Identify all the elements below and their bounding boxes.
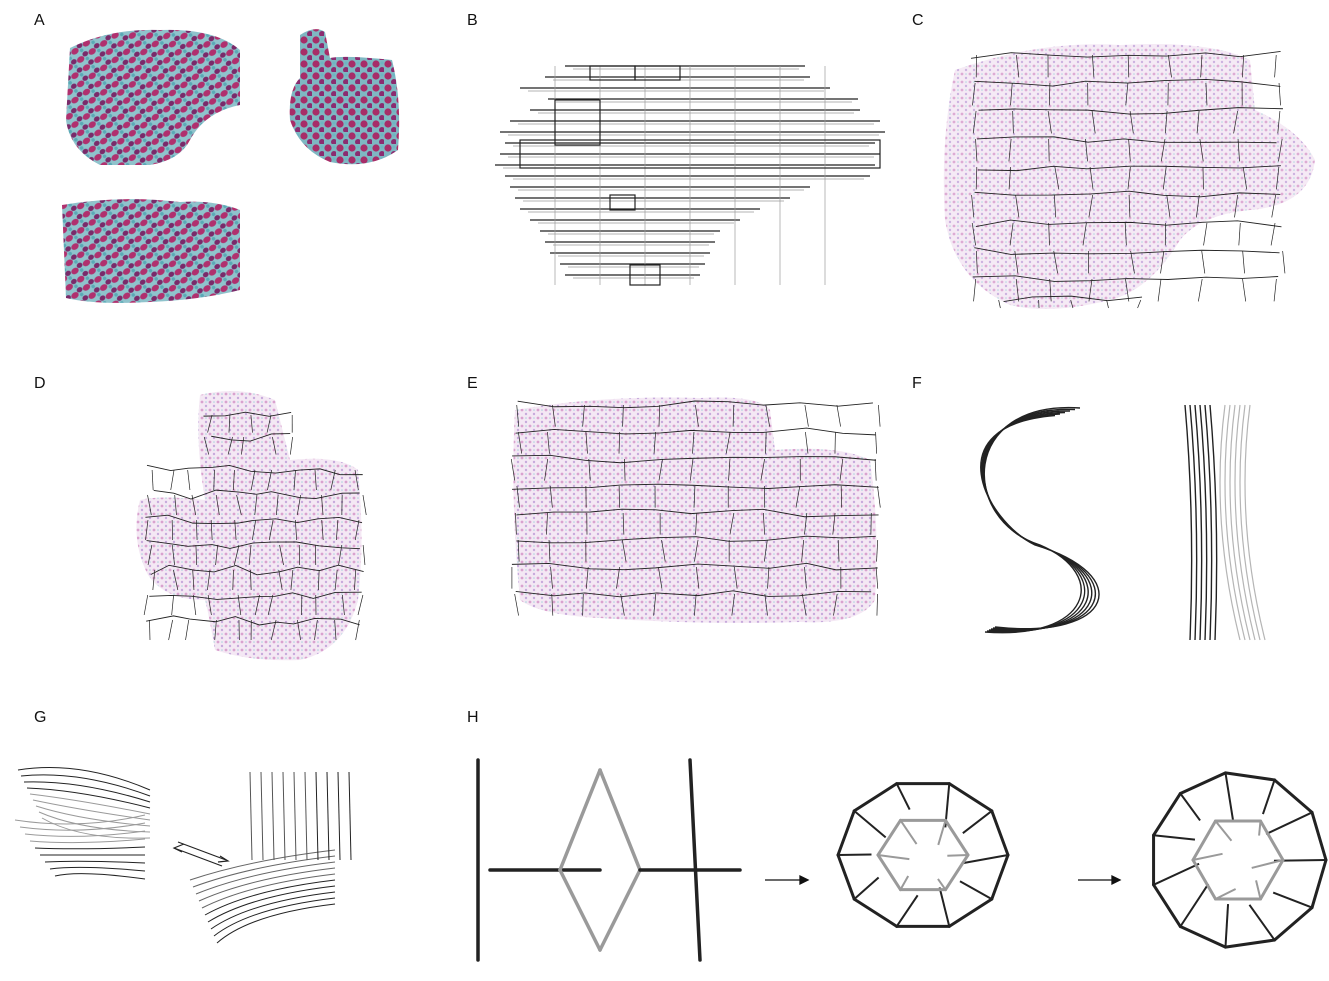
panel-label-b: B [467, 12, 478, 29]
panel-label-f: F [912, 375, 922, 392]
panel-g-tube-transition [14, 767, 352, 944]
panel-c-wireframe-model [943, 44, 1315, 309]
panel-label-c: C [912, 12, 924, 29]
panel-d-wireframe-model [136, 391, 367, 661]
panel-label-g: G [34, 709, 47, 726]
panel-f-bundle-shapes [980, 404, 1266, 641]
panel-label-e: E [467, 375, 478, 392]
panel-h-polyhedron-folding [476, 758, 1328, 962]
panel-e-wireframe-model [510, 397, 881, 623]
panel-label-d: D [34, 375, 46, 392]
fold-arrow-icon-2 [1078, 874, 1122, 886]
panel-b-strand-diagram [495, 65, 885, 286]
panel-label-h: H [467, 709, 479, 726]
panel-label-a: A [34, 12, 45, 29]
fold-arrow-icon-1 [765, 874, 810, 886]
panel-a-atomistic-model [62, 29, 400, 303]
equilibrium-arrow-icon [172, 841, 230, 867]
